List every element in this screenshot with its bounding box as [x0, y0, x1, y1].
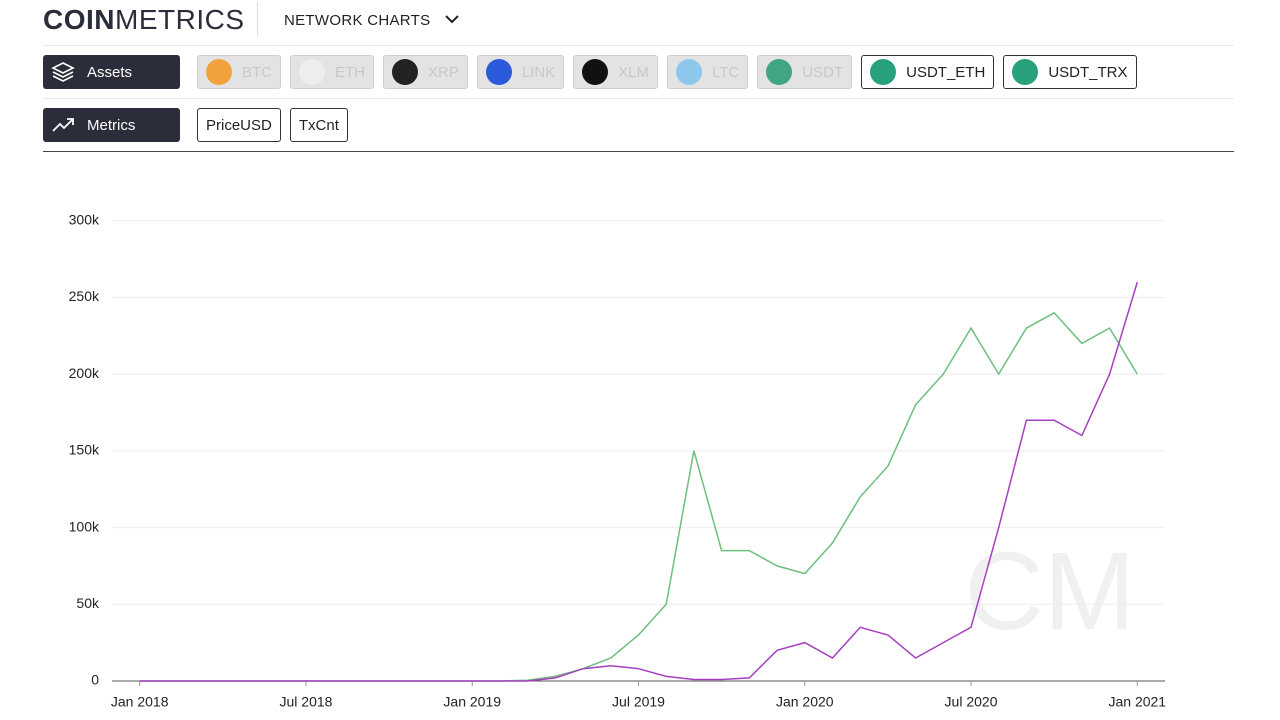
logo-bold: COIN	[43, 4, 115, 35]
x-tick-label: Jan 2020	[776, 694, 834, 710]
metrics-label: Metrics	[87, 116, 136, 134]
metric-label: TxCnt	[298, 116, 339, 134]
watermark: CM	[964, 530, 1135, 653]
asset-label: USDT	[802, 63, 844, 81]
y-tick-label: 250k	[69, 288, 100, 304]
series-label: USDT_ETH	[906, 63, 986, 81]
separator	[257, 2, 258, 36]
menu-label: NETWORK CHARTS	[284, 12, 431, 29]
assets-header[interactable]: Assets	[43, 55, 180, 89]
y-tick-label: 0	[91, 672, 99, 688]
asset-button[interactable]: USDT	[757, 55, 853, 89]
y-tick-label: 300k	[69, 211, 100, 227]
asset-button[interactable]: BTC	[197, 55, 281, 89]
asset-button[interactable]: ETH	[290, 55, 374, 89]
icon	[1012, 59, 1039, 85]
icon	[676, 59, 703, 85]
logo-light: METRICS	[115, 4, 245, 35]
y-tick-label: 100k	[69, 518, 100, 534]
logo: COINMETRICS	[43, 4, 245, 36]
series-label: USDT_TRX	[1048, 63, 1128, 81]
x-tick-label: Jul 2018	[280, 694, 333, 710]
asset-button[interactable]: LTC	[667, 55, 749, 89]
asset-button-active[interactable]: USDT_ETH	[861, 55, 995, 89]
asset-label: XLM	[618, 63, 650, 81]
y-tick-label: 150k	[69, 442, 100, 458]
asset-button[interactable]: LINK	[476, 55, 565, 89]
metric-button[interactable]: PriceUSD	[197, 108, 281, 142]
series-line	[139, 281, 1139, 682]
icon	[582, 59, 609, 85]
metrics-header[interactable]: Metrics	[43, 108, 180, 142]
trend-icon	[52, 118, 74, 132]
metric-row: Metrics PriceUSD TxCnt	[43, 108, 348, 142]
x-tick-label: Jul 2020	[945, 694, 998, 710]
asset-button[interactable]: XLM	[573, 55, 659, 89]
icon	[766, 59, 793, 85]
asset-button-active[interactable]: USDT_TRX	[1003, 55, 1137, 89]
layers-icon	[51, 62, 75, 82]
asset-label: LTC	[712, 63, 740, 81]
icon	[485, 59, 512, 85]
metric-label: PriceUSD	[206, 116, 272, 134]
divider	[43, 98, 1234, 99]
chart: CM 0 50k 100k 150k 200k 250k 300k Jan 2018 Jul 2…	[69, 211, 1167, 710]
icon	[206, 59, 232, 85]
asset-button[interactable]: XRP	[383, 55, 468, 89]
asset-label: BTC	[242, 63, 272, 81]
asset-label: ETH	[335, 63, 365, 81]
menu[interactable]: NETWORK CHARTS	[284, 12, 459, 29]
icon	[392, 59, 418, 85]
y-tick-label: 50k	[76, 595, 100, 611]
asset-label: XRP	[428, 63, 459, 81]
x-tick-label: Jan 2021	[1108, 694, 1166, 710]
divider	[43, 45, 1234, 46]
y-tick-label: 200k	[69, 365, 100, 381]
icon	[299, 59, 325, 85]
asset-label: LINK	[521, 63, 556, 81]
x-tick-label: Jan 2019	[443, 694, 501, 710]
asset-row: Assets BTC ETH XRP LINK XLM LTC USDT USD…	[43, 55, 1137, 89]
x-tick-label: Jan 2018	[111, 694, 169, 710]
icon	[870, 59, 897, 85]
divider	[43, 151, 1234, 152]
metric-button[interactable]: TxCnt	[289, 108, 348, 142]
chevron	[445, 15, 459, 24]
assets-label: Assets	[87, 63, 133, 81]
x-tick-label: Jul 2019	[612, 694, 665, 710]
